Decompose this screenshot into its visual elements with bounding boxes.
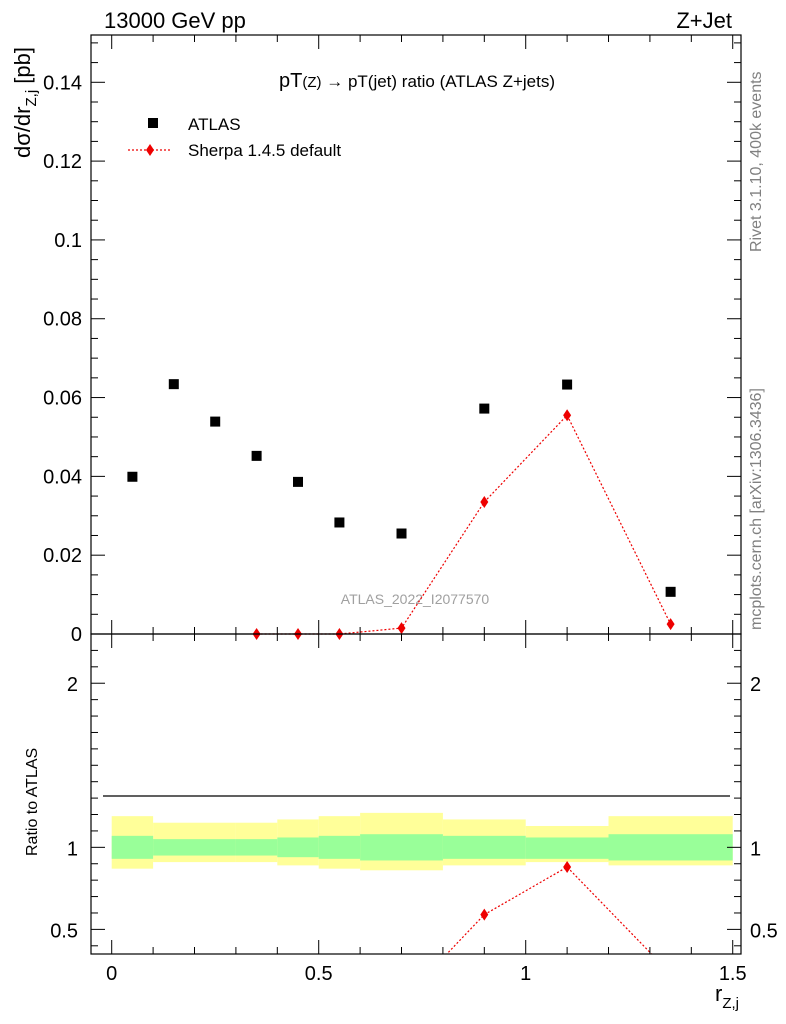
ratio-green-band <box>277 837 319 858</box>
sherpa-data-point <box>480 495 489 508</box>
ratio-sherpa-line <box>445 866 653 954</box>
ratio-green-band <box>194 839 236 856</box>
ratio-green-band <box>235 839 278 856</box>
x-axis-label: rZ,j <box>715 981 739 1012</box>
ratio-y-tick-label-right: 1 <box>750 838 761 860</box>
ratio-green-band <box>318 835 361 859</box>
ratio-panel-frame <box>90 633 742 955</box>
main-y-tick-label: 0.12 <box>43 151 82 173</box>
ratio-uncertainty-bands <box>111 812 733 871</box>
x-tick-label: 1.5 <box>719 963 747 985</box>
chart-title: pT(Z) → pT(jet) ratio (ATLAS Z+jets) <box>279 70 555 92</box>
header-left-label: 13000 GeV pp <box>104 8 246 33</box>
mcplots-label: mcplots.cern.ch [arXiv:1306.3436] <box>748 388 765 630</box>
main-y-axis-label: dσ/drZ,j [pb] <box>10 47 40 158</box>
rivet-version-label: Rivet 3.1.10, 400k events <box>748 71 765 252</box>
atlas-data-point <box>479 403 490 414</box>
ratio-green-band <box>608 834 733 861</box>
atlas-data-point <box>168 379 179 390</box>
legend: ATLAS Sherpa 1.4.5 default <box>128 115 341 160</box>
atlas-data-point <box>665 586 676 597</box>
x-tick-label: 0.5 <box>305 963 333 985</box>
ratio-green-band <box>153 839 195 856</box>
legend-atlas-marker <box>148 118 158 128</box>
ratio-green-band <box>525 837 609 859</box>
atlas-data-point <box>562 379 573 390</box>
legend-sherpa-label: Sherpa 1.4.5 default <box>188 141 341 160</box>
main-y-tick-label: 0.06 <box>43 388 82 410</box>
ratio-y-tick-label-right: 0.5 <box>750 920 778 942</box>
title-part-rest: pT(jet) ratio (ATLAS Z+jets) <box>348 72 555 91</box>
atlas-data-point <box>334 517 345 528</box>
main-y-tick-label: 0.1 <box>54 230 82 252</box>
main-y-tick-label: 0 <box>71 624 82 646</box>
ratio-y-tick-labels-right: 0.5 1 2 <box>750 674 778 942</box>
ratio-y-tick-label: 0.5 <box>50 920 78 942</box>
main-panel: 0 0.02 0.04 0.06 0.08 0.1 0.12 0.14 ATLAS_2022_… <box>10 34 742 646</box>
legend-atlas-label: ATLAS <box>188 115 241 134</box>
ratio-x-tick-labels: 0 0.5 1 1.5 <box>106 963 746 985</box>
ratio-sherpa-point <box>480 908 489 921</box>
main-y-tick-label: 0.14 <box>43 72 82 94</box>
ratio-y-tick-label: 1 <box>67 838 78 860</box>
ratio-panel: 0.5 1 2 0.5 1 2 0 0.5 1 1.5 Ratio to ATLAS rZ,j <box>24 633 778 1012</box>
ratio-y-tick-labels: 0.5 1 2 <box>50 674 78 942</box>
main-y-tick-labels: 0 0.02 0.04 0.06 0.08 0.1 0.12 0.14 <box>43 72 82 646</box>
x-label-sub: Z,j <box>722 995 739 1012</box>
ratio-y-tick-label-right: 2 <box>750 674 761 696</box>
main-axis-ticks <box>91 35 741 635</box>
y-label-sub: Z,j <box>23 90 40 107</box>
sherpa-data-point <box>666 618 675 631</box>
y-label-unit: [pb] <box>10 47 35 90</box>
ratio-green-band <box>442 835 526 859</box>
ratio-green-band <box>111 835 154 859</box>
atlas-data-point <box>210 416 221 427</box>
x-tick-label: 1 <box>520 963 531 985</box>
title-part-arrow: → <box>322 72 348 91</box>
ratio-sherpa-point <box>563 861 572 874</box>
title-part-z: (Z) <box>302 74 321 91</box>
x-tick-label: 0 <box>106 963 117 985</box>
main-y-tick-label: 0.04 <box>43 466 82 488</box>
atlas-data-point <box>396 528 407 539</box>
sherpa-data-point <box>563 409 572 422</box>
x-label-main: r <box>715 981 722 1006</box>
atlas-data-point <box>251 450 262 461</box>
main-y-tick-label: 0.08 <box>43 309 82 331</box>
atlas-data-point <box>293 476 304 487</box>
sherpa-data-point <box>397 622 406 635</box>
main-y-tick-label: 0.02 <box>43 545 82 567</box>
atlas-data-point <box>127 471 138 482</box>
y-label-main: dσ/dr <box>10 107 35 159</box>
header-right-label: Z+Jet <box>676 8 732 33</box>
title-part-pt: pT <box>279 70 302 92</box>
ratio-y-tick-label: 2 <box>67 674 78 696</box>
ratio-y-axis-label: Ratio to ATLAS <box>24 748 41 856</box>
ratio-axis-ticks <box>91 634 741 954</box>
legend-sherpa-marker <box>146 144 154 156</box>
watermark-label: ATLAS_2022_I2077570 <box>341 591 490 607</box>
ratio-green-band <box>360 834 443 861</box>
